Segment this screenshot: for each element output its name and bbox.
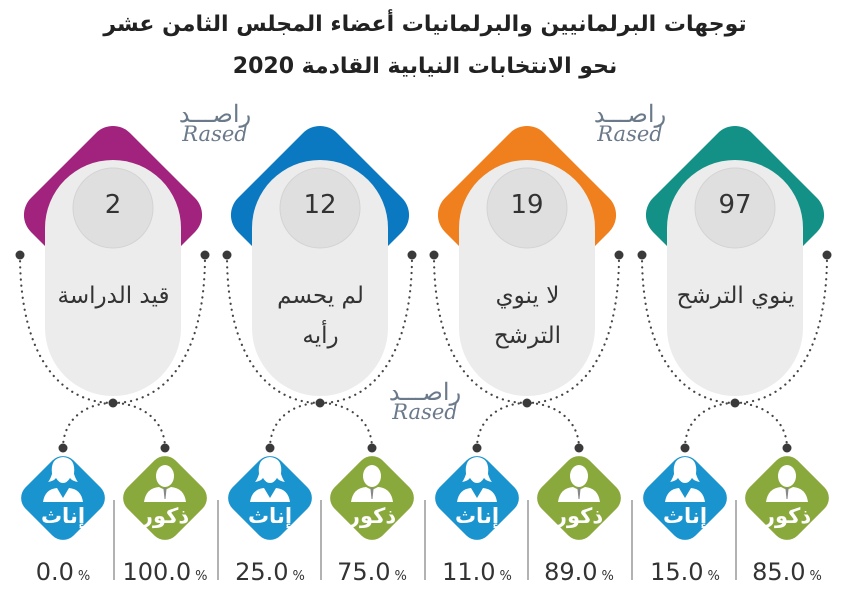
- female-person-icon: [457, 457, 497, 502]
- watermark-arabic: راصـــد: [593, 100, 667, 128]
- category-label-line: لم يحسم: [277, 283, 364, 309]
- male-person-icon: [558, 465, 600, 502]
- watermark-english: Rased: [392, 400, 458, 424]
- category-label-line: قيد الدراسة: [57, 283, 170, 309]
- category-label: قيد الدراسة: [46, 276, 181, 316]
- dotted-connector: [61, 401, 167, 450]
- connector-dot: [614, 250, 624, 260]
- male-person-icon: [144, 465, 186, 502]
- connector-dot: [15, 250, 25, 260]
- male-label: ذكور: [347, 504, 397, 528]
- category-label-line: ينوي الترشح: [676, 283, 795, 309]
- male-percent-value: 85.0: [752, 558, 806, 586]
- watermark-english: Rased: [597, 122, 663, 146]
- percent-sign: %: [499, 569, 512, 584]
- connector-dot: [782, 443, 792, 453]
- title-line-2: نحو الانتخابات النيابية القادمة 2020: [232, 54, 618, 79]
- female-label: إناث: [454, 504, 500, 528]
- rased-watermark-logo: راصـــد Rased: [160, 100, 270, 146]
- connector-dot: [680, 443, 690, 453]
- female-percent-value: 15.0: [650, 558, 704, 586]
- watermark-english: Rased: [182, 122, 248, 146]
- female-label: إناث: [662, 504, 708, 528]
- percent-sign: %: [809, 569, 822, 584]
- count-value: 19: [510, 190, 544, 220]
- female-percent: 15.0%: [635, 558, 735, 586]
- male-percent-value: 75.0: [337, 558, 391, 586]
- connector-dot: [407, 250, 417, 260]
- count-value: 97: [718, 190, 752, 220]
- female-percent: 0.0%: [13, 558, 113, 586]
- female-percent: 25.0%: [220, 558, 320, 586]
- connector-dot: [574, 443, 584, 453]
- rased-watermark-logo: راصـــد Rased: [370, 378, 480, 424]
- male-percent: 85.0%: [737, 558, 837, 586]
- count-circle: [486, 167, 568, 249]
- category-label: لم يحسم رأيه: [253, 276, 388, 356]
- connector-dot: [58, 443, 68, 453]
- male-label: ذكور: [140, 504, 190, 528]
- dotted-connector: [475, 401, 581, 450]
- male-label: ذكور: [554, 504, 604, 528]
- category-label-line: رأيه: [302, 323, 339, 349]
- category-label-line: الترشح: [493, 323, 562, 349]
- female-percent-value: 11.0: [442, 558, 496, 586]
- male-percent-value: 100.0: [122, 558, 192, 586]
- female-person-icon: [665, 457, 705, 502]
- male-person-icon: [351, 465, 393, 502]
- connector-dot: [222, 250, 232, 260]
- male-label: ذكور: [762, 504, 812, 528]
- count-circle: [279, 167, 361, 249]
- category-label-line: لا ينوي: [495, 283, 560, 309]
- percent-sign: %: [707, 569, 720, 584]
- watermark-arabic: راصـــد: [388, 378, 462, 406]
- dotted-connector: [683, 401, 789, 450]
- female-person-icon: [250, 457, 290, 502]
- connector-dot: [429, 250, 439, 260]
- connector-dot: [108, 398, 118, 408]
- count-value: 12: [303, 190, 337, 220]
- dotted-connector: [268, 401, 374, 450]
- connector-dot: [160, 443, 170, 453]
- percent-sign: %: [394, 569, 407, 584]
- female-label: إناث: [40, 504, 86, 528]
- count-value: 2: [104, 190, 122, 220]
- connector-dot: [637, 250, 647, 260]
- title-line-1: توجهات البرلمانيين والبرلمانيات أعضاء ال…: [103, 12, 747, 37]
- male-percent-value: 89.0: [544, 558, 598, 586]
- male-percent: 100.0%: [115, 558, 215, 586]
- female-label: إناث: [247, 504, 293, 528]
- connector-dot: [730, 398, 740, 408]
- connector-dot: [367, 443, 377, 453]
- count-circle: [694, 167, 776, 249]
- percent-sign: %: [77, 569, 91, 584]
- category-label: ينوي الترشح: [668, 276, 803, 316]
- connector-dot: [472, 443, 482, 453]
- watermark-arabic: راصـــد: [178, 100, 252, 128]
- connector-dot: [200, 250, 210, 260]
- category-label: لا ينوي الترشح: [460, 276, 595, 356]
- female-person-icon: [43, 457, 83, 502]
- connector-dot: [522, 398, 532, 408]
- female-percent: 11.0%: [427, 558, 527, 586]
- percent-sign: %: [292, 569, 305, 584]
- connector-dot: [315, 398, 325, 408]
- rased-watermark-logo: راصـــد Rased: [575, 100, 685, 146]
- female-percent-value: 25.0: [235, 558, 289, 586]
- connector-dot: [822, 250, 832, 260]
- connector-dot: [265, 443, 275, 453]
- male-percent: 75.0%: [322, 558, 422, 586]
- male-percent: 89.0%: [529, 558, 629, 586]
- percent-sign: %: [601, 569, 614, 584]
- male-person-icon: [766, 465, 808, 502]
- count-circle: [72, 167, 154, 249]
- percent-sign: %: [195, 569, 208, 584]
- female-percent-value: 0.0: [35, 558, 74, 586]
